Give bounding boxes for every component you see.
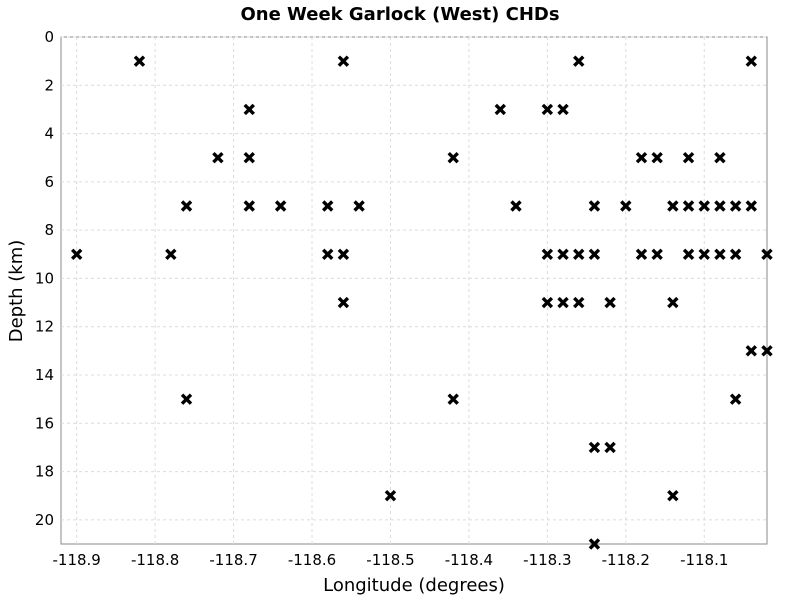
plot-area [60, 36, 768, 545]
data-point-marker [682, 200, 695, 212]
data-point-marker [447, 152, 459, 164]
y-tick-label: 12 [35, 318, 54, 336]
data-point-marker [714, 200, 726, 212]
data-point-marker [557, 103, 569, 116]
data-point-marker [541, 248, 554, 260]
data-point-marker [682, 248, 695, 260]
data-point-marker [729, 248, 742, 260]
x-tick-label: -118.3 [523, 551, 571, 569]
y-tick-label: 16 [35, 414, 54, 432]
data-point-marker [322, 200, 334, 212]
x-tick-label: -118.9 [53, 551, 101, 569]
data-point-marker [604, 441, 616, 454]
data-point-marker [729, 200, 742, 212]
data-point-marker [682, 152, 695, 164]
y-tick-label: 6 [44, 173, 54, 191]
data-point-marker [541, 103, 554, 116]
data-point-marker [243, 200, 255, 212]
data-point-marker [573, 55, 585, 67]
data-point-marker [698, 200, 710, 212]
data-point-marker [745, 345, 758, 357]
y-tick-label: 14 [35, 366, 54, 384]
data-point-marker [337, 248, 350, 260]
data-point-marker [651, 152, 663, 164]
data-point-marker [745, 200, 758, 212]
data-point-marker [337, 296, 350, 309]
data-point-marker [604, 296, 616, 309]
data-points [70, 55, 773, 550]
x-tick-label: -118.8 [131, 551, 179, 569]
data-point-marker [384, 490, 397, 502]
data-point-marker [588, 248, 601, 260]
data-point-marker [714, 152, 726, 164]
y-tick-label: 2 [44, 76, 54, 94]
data-point-marker [494, 103, 506, 116]
data-point-marker [667, 490, 679, 502]
y-tick-label: 8 [44, 221, 54, 239]
y-tick-label: 4 [44, 125, 54, 143]
data-point-marker [698, 248, 710, 260]
data-point-marker [180, 393, 193, 405]
data-point-marker [588, 441, 601, 454]
data-point-marker [635, 248, 648, 260]
x-tick-label: -118.7 [209, 551, 257, 569]
x-tick-label: -118.5 [366, 551, 414, 569]
data-point-marker [337, 55, 350, 67]
data-point-marker [620, 200, 632, 212]
data-point-marker [557, 248, 569, 260]
y-axis-label: Depth (km) [6, 240, 27, 343]
data-point-marker [667, 296, 679, 309]
data-point-marker [714, 248, 726, 260]
y-tick-label: 20 [35, 511, 54, 529]
data-point-marker [243, 103, 255, 116]
data-point-marker [588, 538, 601, 550]
x-tick-label: -118.4 [445, 551, 493, 569]
data-point-marker [212, 152, 224, 164]
data-point-marker [274, 200, 287, 212]
x-tick-label: -118.2 [602, 551, 650, 569]
data-point-marker [667, 200, 679, 212]
data-point-marker [588, 200, 601, 212]
x-axis: -118.9 -118.8 -118.7 -118.6 -118.5 -118.4 -118… [53, 551, 729, 569]
grid-lines [61, 36, 767, 544]
data-point-marker [729, 393, 742, 405]
data-point-marker [510, 200, 522, 212]
data-point-marker [761, 248, 773, 260]
data-point-marker [761, 345, 773, 357]
x-tick-label: -118.6 [288, 551, 336, 569]
data-point-marker [557, 296, 569, 309]
chart-title: One Week Garlock (West) CHDs [240, 4, 559, 25]
data-point-marker [573, 296, 585, 309]
data-point-marker [541, 296, 554, 309]
data-point-marker [651, 248, 663, 260]
data-point-marker [447, 393, 459, 405]
x-tick-label: -118.1 [680, 551, 728, 569]
data-point-marker [745, 55, 758, 67]
y-tick-label: 0 [44, 28, 54, 46]
data-point-marker [635, 152, 648, 164]
data-point-marker [322, 248, 334, 260]
data-point-marker [133, 55, 146, 67]
y-tick-label: 10 [35, 269, 54, 287]
data-point-marker [70, 248, 83, 260]
data-point-marker [353, 200, 365, 212]
data-point-marker [165, 248, 177, 260]
y-tick-label: 18 [35, 463, 54, 481]
y-axis: 0 2 4 6 8 10 12 14 16 18 20 [35, 28, 54, 529]
data-point-marker [180, 200, 193, 212]
x-axis-label: Longitude (degrees) [323, 575, 505, 596]
data-point-marker [573, 248, 585, 260]
data-point-marker [243, 152, 255, 164]
